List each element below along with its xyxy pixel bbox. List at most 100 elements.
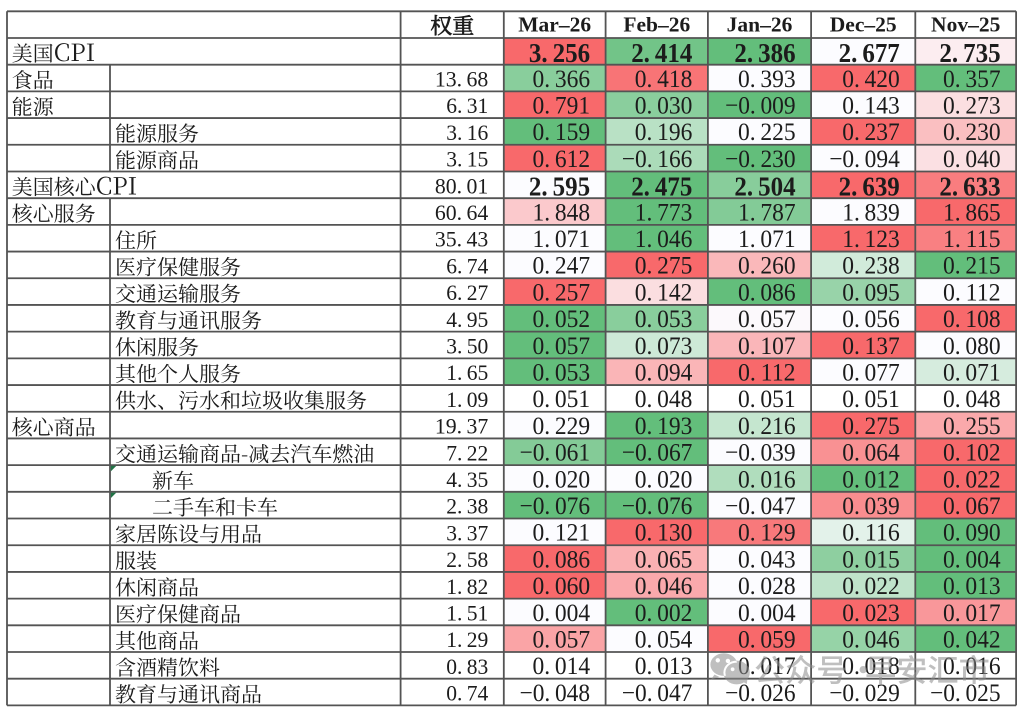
svg-text:2. 633: 2. 633: [939, 171, 1000, 201]
svg-text:0. 108: 0. 108: [943, 306, 1001, 333]
svg-text:1. 65: 1. 65: [446, 360, 488, 385]
svg-text:0. 052: 0. 052: [533, 306, 591, 333]
svg-text:Feb–26: Feb–26: [623, 13, 690, 37]
svg-text:0. 418: 0. 418: [635, 66, 693, 93]
svg-text:0. 215: 0. 215: [943, 253, 1001, 280]
svg-text:0. 83: 0. 83: [446, 654, 488, 679]
svg-text:2. 386: 2. 386: [734, 38, 795, 68]
svg-text:Mar–26: Mar–26: [518, 13, 591, 37]
svg-text:0. 077: 0. 077: [842, 360, 900, 387]
svg-text:1. 115: 1. 115: [943, 226, 1001, 253]
svg-text:−0. 047: −0. 047: [725, 493, 796, 520]
svg-text:0. 086: 0. 086: [533, 546, 591, 573]
svg-text:0. 057: 0. 057: [738, 306, 796, 333]
svg-text:13. 68: 13. 68: [435, 67, 488, 92]
svg-text:−0. 026: −0. 026: [725, 680, 796, 707]
svg-text:0. 094: 0. 094: [635, 360, 693, 387]
svg-text:4. 95: 4. 95: [446, 307, 488, 332]
svg-text:0. 064: 0. 064: [842, 440, 900, 467]
svg-text:−0. 230: −0. 230: [725, 146, 796, 173]
svg-text:1. 071: 1. 071: [738, 226, 796, 253]
svg-text:0. 017: 0. 017: [943, 600, 1001, 627]
svg-text:−0. 029: −0. 029: [829, 680, 900, 707]
svg-text:0. 053: 0. 053: [533, 360, 591, 387]
svg-text:0. 095: 0. 095: [842, 279, 900, 306]
svg-text:0. 357: 0. 357: [943, 66, 1001, 93]
svg-text:1. 848: 1. 848: [533, 199, 591, 226]
svg-text:0. 043: 0. 043: [738, 546, 796, 573]
svg-text:0. 065: 0. 065: [635, 546, 693, 573]
svg-text:1. 787: 1. 787: [738, 199, 796, 226]
svg-text:7. 22: 7. 22: [446, 440, 488, 465]
svg-text:4. 35: 4. 35: [446, 467, 488, 492]
svg-text:0. 013: 0. 013: [943, 573, 1001, 600]
svg-text:0. 048: 0. 048: [943, 386, 1001, 413]
svg-text:Jan–26: Jan–26: [727, 13, 793, 37]
svg-text:6. 27: 6. 27: [446, 280, 488, 305]
svg-text:1. 773: 1. 773: [635, 199, 693, 226]
svg-text:0. 230: 0. 230: [943, 119, 1001, 146]
svg-text:0. 051: 0. 051: [533, 386, 591, 413]
svg-text:0. 012: 0. 012: [842, 466, 900, 493]
svg-text:0. 028: 0. 028: [738, 573, 796, 600]
svg-text:0. 102: 0. 102: [943, 440, 1001, 467]
svg-text:2. 595: 2. 595: [529, 171, 590, 201]
svg-text:1. 839: 1. 839: [842, 199, 900, 226]
svg-text:−0. 166: −0. 166: [622, 146, 693, 173]
svg-text:2. 735: 2. 735: [939, 38, 1000, 68]
svg-text:0. 090: 0. 090: [943, 520, 1001, 547]
svg-text:1. 071: 1. 071: [533, 226, 591, 253]
svg-text:0. 257: 0. 257: [533, 279, 591, 306]
svg-text:3. 16: 3. 16: [446, 120, 488, 145]
svg-text:0. 238: 0. 238: [842, 253, 900, 280]
svg-text:0. 059: 0. 059: [738, 627, 796, 654]
svg-text:0. 022: 0. 022: [842, 573, 900, 600]
svg-text:−0. 039: −0. 039: [725, 440, 796, 467]
svg-text:0. 002: 0. 002: [635, 600, 693, 627]
svg-text:0. 053: 0. 053: [635, 306, 693, 333]
svg-text:0. 247: 0. 247: [533, 253, 591, 280]
svg-text:2. 504: 2. 504: [734, 171, 795, 201]
svg-text:19. 37: 19. 37: [435, 414, 488, 439]
svg-text:−0. 094: −0. 094: [829, 146, 900, 173]
svg-text:0. 039: 0. 039: [842, 493, 900, 520]
svg-text:0. 255: 0. 255: [943, 413, 1001, 440]
svg-text:0. 004: 0. 004: [533, 600, 591, 627]
svg-text:1. 29: 1. 29: [446, 627, 488, 652]
svg-text:0. 042: 0. 042: [943, 627, 1001, 654]
svg-text:0. 067: 0. 067: [943, 493, 1001, 520]
svg-text:0. 393: 0. 393: [738, 66, 796, 93]
svg-text:2. 639: 2. 639: [839, 171, 900, 201]
svg-text:−0. 009: −0. 009: [725, 93, 796, 120]
svg-text:0. 020: 0. 020: [533, 466, 591, 493]
svg-text:0. 051: 0. 051: [842, 386, 900, 413]
svg-text:2. 58: 2. 58: [446, 547, 488, 572]
svg-text:0. 023: 0. 023: [842, 600, 900, 627]
svg-text:6. 31: 6. 31: [446, 93, 488, 118]
svg-text:0. 260: 0. 260: [738, 253, 796, 280]
svg-text:0. 022: 0. 022: [943, 466, 1001, 493]
svg-text:3. 15: 3. 15: [446, 147, 488, 172]
svg-text:0. 057: 0. 057: [533, 333, 591, 360]
svg-text:0. 791: 0. 791: [533, 93, 591, 120]
svg-text:−0. 067: −0. 067: [622, 440, 693, 467]
svg-text:0. 612: 0. 612: [533, 146, 591, 173]
svg-text:6. 74: 6. 74: [446, 253, 488, 278]
svg-text:0. 030: 0. 030: [635, 93, 693, 120]
svg-text:0. 275: 0. 275: [635, 253, 693, 280]
svg-text:0. 054: 0. 054: [635, 627, 693, 654]
svg-text:0. 137: 0. 137: [842, 333, 900, 360]
svg-text:1. 09: 1. 09: [446, 387, 488, 412]
svg-text:0. 216: 0. 216: [738, 413, 796, 440]
svg-text:0. 071: 0. 071: [943, 360, 1001, 387]
svg-text:1. 82: 1. 82: [446, 574, 488, 599]
svg-text:0. 016: 0. 016: [738, 466, 796, 493]
svg-text:0. 121: 0. 121: [533, 520, 591, 547]
svg-text:60. 64: 60. 64: [435, 200, 488, 225]
svg-text:0. 080: 0. 080: [943, 333, 1001, 360]
svg-text:0. 366: 0. 366: [533, 66, 591, 93]
svg-text:0. 046: 0. 046: [635, 573, 693, 600]
svg-text:35. 43: 35. 43: [435, 227, 488, 252]
svg-text:−0. 048: −0. 048: [520, 680, 591, 707]
svg-text:0. 275: 0. 275: [842, 413, 900, 440]
